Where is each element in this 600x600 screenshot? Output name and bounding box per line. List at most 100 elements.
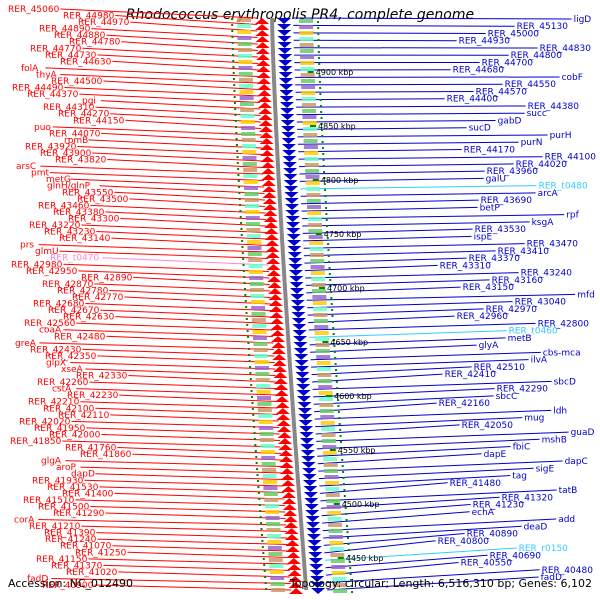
cog-block bbox=[237, 48, 252, 52]
left-label-line bbox=[77, 145, 263, 155]
left-label-line bbox=[80, 401, 278, 409]
right-label-line bbox=[315, 417, 523, 428]
right-label: RER_44380 bbox=[528, 102, 580, 112]
guide-dot bbox=[317, 45, 320, 47]
reverse-gene bbox=[302, 480, 317, 486]
guide-dot bbox=[317, 39, 320, 41]
cog-block bbox=[318, 385, 333, 389]
guide-dot bbox=[264, 582, 267, 584]
left-label-line bbox=[110, 414, 279, 422]
left-label-line bbox=[60, 8, 258, 19]
right-label: ligD bbox=[574, 15, 592, 25]
cog-block bbox=[317, 367, 332, 371]
cog-block bbox=[260, 444, 275, 448]
left-label: folA bbox=[21, 64, 39, 74]
right-label: RER_42160 bbox=[439, 399, 491, 409]
guide-dot bbox=[326, 231, 329, 233]
forward-gene bbox=[260, 150, 275, 156]
reverse-gene bbox=[281, 126, 296, 132]
cog-block bbox=[237, 30, 252, 34]
forward-gene bbox=[274, 384, 289, 390]
left-label: RER_41290 bbox=[53, 509, 105, 519]
reverse-gene bbox=[277, 30, 292, 36]
forward-gene bbox=[275, 396, 290, 402]
left-label-line bbox=[80, 466, 283, 474]
guide-dot bbox=[242, 264, 245, 266]
guide-dot bbox=[320, 123, 323, 125]
right-label: RER_t0460 bbox=[509, 327, 558, 337]
guide-dot bbox=[330, 303, 333, 305]
forward-gene bbox=[273, 372, 288, 378]
right-label-line bbox=[297, 127, 467, 130]
forward-gene bbox=[288, 576, 303, 582]
left-label: RER_42770 bbox=[72, 293, 124, 303]
left-label: RER_44780 bbox=[69, 38, 121, 48]
left-label-line bbox=[100, 309, 272, 318]
cog-block bbox=[305, 181, 320, 185]
right-label-line bbox=[316, 438, 540, 450]
guide-dot bbox=[327, 249, 330, 251]
guide-dot bbox=[247, 342, 250, 344]
cog-block bbox=[246, 234, 261, 238]
forward-gene bbox=[265, 252, 280, 258]
right-label: RER_44800 bbox=[511, 51, 563, 61]
reverse-gene bbox=[299, 438, 314, 444]
cog-block bbox=[243, 180, 258, 184]
guide-dot bbox=[337, 399, 340, 401]
cog-block bbox=[260, 450, 275, 454]
reverse-gene bbox=[277, 42, 292, 48]
cog-block bbox=[299, 25, 314, 29]
cog-block bbox=[252, 330, 267, 334]
guide-dot bbox=[329, 291, 332, 293]
reverse-gene bbox=[301, 462, 316, 468]
guide-dot bbox=[347, 549, 350, 551]
forward-gene bbox=[257, 96, 272, 102]
guide-dot bbox=[343, 489, 346, 491]
guide-dot bbox=[317, 21, 320, 23]
forward-gene bbox=[261, 180, 276, 186]
guide-dot bbox=[254, 444, 257, 446]
left-label: arsC bbox=[16, 162, 36, 172]
forward-gene bbox=[277, 426, 292, 432]
forward-gene bbox=[288, 582, 303, 588]
reverse-gene bbox=[293, 348, 308, 354]
left-label-line bbox=[119, 394, 278, 402]
right-label-line bbox=[300, 192, 536, 197]
left-label: RER_41390 bbox=[44, 529, 96, 539]
left-label-line bbox=[124, 296, 272, 305]
reverse-gene bbox=[287, 240, 302, 246]
reverse-gene bbox=[296, 384, 311, 390]
right-label: RER_42960 bbox=[457, 312, 509, 322]
guide-dot bbox=[338, 423, 341, 425]
cog-block bbox=[322, 451, 337, 455]
cog-block bbox=[324, 475, 339, 479]
cog-block bbox=[326, 499, 341, 503]
right-label: dapC bbox=[565, 457, 588, 467]
forward-gene bbox=[256, 66, 271, 72]
left-label-line bbox=[106, 335, 274, 344]
guide-dot bbox=[247, 348, 250, 350]
left-label: RER_42000 bbox=[49, 430, 101, 440]
right-label-line bbox=[311, 366, 472, 376]
left-label: RER_44370 bbox=[27, 90, 79, 100]
left-label: RER_41210 bbox=[29, 522, 81, 532]
reverse-gene bbox=[277, 24, 292, 30]
left-label: rpmB bbox=[64, 136, 88, 146]
left-label-line bbox=[95, 106, 261, 116]
cog-block bbox=[304, 151, 319, 155]
guide-dot bbox=[339, 429, 342, 431]
right-label: cbs-mca bbox=[543, 348, 581, 358]
cog-block bbox=[244, 192, 259, 196]
cog-block bbox=[251, 312, 266, 316]
guide-dot bbox=[263, 570, 266, 572]
cog-block bbox=[251, 306, 266, 310]
cog-block bbox=[251, 318, 266, 322]
right-label: rpf bbox=[566, 211, 579, 221]
left-label: RER_43820 bbox=[55, 156, 107, 166]
right-label-line bbox=[314, 402, 437, 413]
reverse-gene bbox=[294, 354, 309, 360]
left-label: metG bbox=[46, 175, 71, 185]
scale-label: 4500 kbp bbox=[342, 500, 380, 509]
left-label: RER_43380 bbox=[53, 208, 105, 218]
right-label: RER_t0480 bbox=[539, 182, 588, 192]
